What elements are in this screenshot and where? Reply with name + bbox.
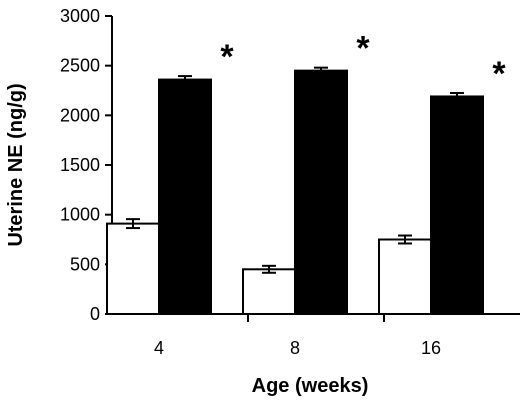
bars xyxy=(106,66,484,316)
bar-series1 xyxy=(242,268,296,315)
significance-star: * xyxy=(220,38,234,76)
y-tick-label: 1500 xyxy=(60,155,100,175)
x-tick-label: 4 xyxy=(154,338,164,358)
bar-series2 xyxy=(158,78,212,315)
significance-markers: * * * xyxy=(220,30,506,93)
y-axis-title: Uterine NE (ng/g) xyxy=(5,83,27,246)
significance-star: * xyxy=(492,55,506,93)
bar-series2 xyxy=(294,69,348,315)
significance-star: * xyxy=(356,30,370,68)
x-tick-label: 16 xyxy=(421,338,441,358)
y-tick-label: 1000 xyxy=(60,205,100,225)
y-axis-ticks: 0 500 1000 1500 2000 2500 3000 xyxy=(60,6,112,324)
y-tick-label: 500 xyxy=(70,254,100,274)
y-tick-label: 0 xyxy=(90,304,100,324)
bar-series1 xyxy=(378,238,432,315)
x-axis-ticks: 4 8 16 xyxy=(154,314,441,358)
x-tick-label: 8 xyxy=(290,338,300,358)
x-axis-title: Age (weeks) xyxy=(252,375,369,397)
y-tick-label: 2500 xyxy=(60,56,100,76)
bar-series2 xyxy=(430,95,484,315)
y-tick-label: 2000 xyxy=(60,105,100,125)
y-tick-label: 3000 xyxy=(60,6,100,26)
bar-series1 xyxy=(106,222,160,316)
